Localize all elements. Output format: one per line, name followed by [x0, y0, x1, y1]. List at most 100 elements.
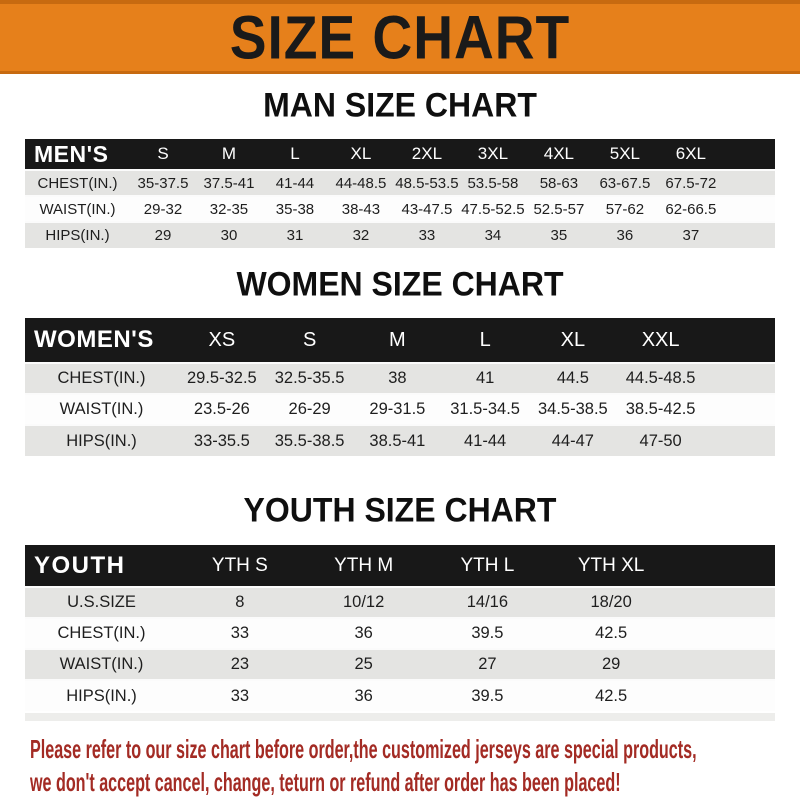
column-header: 4XL	[543, 144, 575, 163]
size-value: 48.5-53.5	[395, 174, 459, 192]
size-value: 38.5-42.5	[625, 400, 696, 418]
table-row: HIPS(IN.) 29 30 31 32 33 34 35 36 37	[25, 222, 775, 248]
youth-table-wrap: YOUTH YTH S YTH M YTH L YTH XL U.S.SIZE 8 10/12…	[25, 545, 775, 721]
spacer-cell	[724, 222, 775, 248]
size-value: 44-47	[551, 431, 594, 450]
size-value: 41-44	[464, 431, 507, 450]
column-header: YTH XL	[577, 554, 645, 576]
size-value: 44-48.5	[335, 174, 387, 192]
size-value: 33	[230, 624, 250, 642]
women-table-wrap: WOMEN'S XS S M L XL XXL CHEST(IN.) 29.5-32.5 32.5…	[25, 318, 775, 456]
size-value: 14/16	[466, 593, 509, 611]
spacer-cell	[724, 170, 775, 196]
size-value: 42.5	[595, 686, 628, 705]
spacer-cell	[673, 649, 775, 680]
size-chart-banner: SIZE CHART	[0, 0, 800, 74]
size-value: 37.5-41	[203, 174, 255, 192]
table-header-row: YOUTH YTH S YTH M YTH L YTH XL	[25, 545, 775, 587]
spacer-cell	[673, 545, 775, 587]
footer-disclaimer: Please refer to our size chart before or…	[0, 733, 800, 799]
spacer-cell	[673, 680, 775, 711]
size-value: 32	[352, 227, 370, 244]
size-value: 25	[354, 655, 373, 673]
row-label: U.S.SIZE	[67, 593, 136, 611]
table-row: WAIST(IN.) 23 25 27 29	[25, 649, 775, 680]
size-value: 29-31.5	[369, 400, 426, 418]
column-header: M	[221, 144, 237, 163]
size-value: 32-35	[209, 200, 249, 218]
column-header: 5XL	[609, 144, 640, 163]
women-section-heading: WOMEN SIZE CHART	[236, 264, 564, 304]
size-value: 27	[478, 655, 497, 673]
column-header: 6XL	[675, 144, 706, 163]
size-value: 31.5-34.5	[450, 400, 520, 418]
size-value: 41-44	[275, 174, 315, 192]
column-header: YTH M	[334, 554, 394, 576]
row-label: HIPS(IN.)	[45, 227, 110, 244]
men-table-wrap: MEN'S S M L XL 2XL 3XL 4XL 5XL 6XL CHEST(IN.) 35-37…	[25, 139, 775, 248]
size-value: 47.5-52.5	[461, 200, 525, 218]
spacer-cell	[673, 618, 775, 649]
size-value: 36	[354, 686, 373, 705]
size-value: 43-47.5	[401, 200, 453, 218]
spacer-cell	[724, 196, 775, 222]
table-header-label: MEN'S	[34, 140, 109, 167]
size-value: 63-67.5	[599, 174, 651, 192]
column-header: L	[479, 328, 491, 351]
size-value: 42.5	[595, 624, 628, 642]
size-value: 36	[354, 624, 373, 642]
spacer-cell	[724, 139, 775, 170]
size-value: 39.5	[471, 686, 504, 705]
spacer-cell	[705, 425, 776, 456]
youth-section-heading: YOUTH SIZE CHART	[243, 490, 557, 530]
size-value: 29	[154, 227, 172, 244]
spacer-cell	[705, 394, 776, 425]
men-size-table: MEN'S S M L XL 2XL 3XL 4XL 5XL 6XL CHEST(IN.) 35-37…	[25, 139, 775, 248]
size-value: 10/12	[342, 593, 385, 611]
size-value: 57-62	[605, 200, 645, 218]
column-header: XL	[560, 328, 586, 351]
size-value: 62-66.5	[665, 200, 717, 218]
table-row: CHEST(IN.) 29.5-32.5 32.5-35.5 38 41 44.5 44.5…	[25, 363, 775, 394]
size-value: 52.5-57	[533, 200, 585, 218]
column-header: M	[389, 328, 406, 351]
row-label: CHEST(IN.)	[57, 369, 146, 387]
size-value: 38-43	[341, 200, 381, 218]
size-value: 58-63	[539, 174, 579, 192]
section-youth: YOUTH SIZE CHART YOUTH YTH S YTH M YTH L YTH…	[0, 490, 800, 721]
section-women: WOMEN SIZE CHART WOMEN'S XS S M L XL XXL CHEST(…	[0, 264, 800, 456]
column-header: YTH S	[211, 554, 268, 576]
table-header-label: WOMEN'S	[34, 326, 154, 353]
table-row: U.S.SIZE 8 10/12 14/16 18/20	[25, 587, 775, 618]
size-value: 38.5-41	[369, 431, 426, 450]
banner-title: SIZE CHART	[229, 2, 571, 72]
row-label: HIPS(IN.)	[66, 686, 137, 705]
column-header: S	[302, 328, 317, 351]
size-value: 23.5-26	[193, 400, 250, 418]
footer-disclaimer-line1: Please refer to our size chart before or…	[30, 734, 697, 764]
row-label: HIPS(IN.)	[66, 431, 137, 450]
table-header-row: WOMEN'S XS S M L XL XXL	[25, 318, 775, 363]
size-value: 44.5	[556, 369, 589, 387]
size-value: 47-50	[639, 431, 682, 450]
size-value: 34	[484, 227, 502, 244]
size-value: 26-29	[288, 400, 331, 418]
youth-size-table: YOUTH YTH S YTH M YTH L YTH XL U.S.SIZE 8 10/12…	[25, 545, 775, 711]
table-row: WAIST(IN.) 29-32 32-35 35-38 38-43 43-47.5 47.…	[25, 196, 775, 222]
column-header: XL	[350, 144, 372, 163]
column-header: 3XL	[477, 144, 509, 163]
table-header-row: MEN'S S M L XL 2XL 3XL 4XL 5XL 6XL	[25, 139, 775, 170]
table-row: CHEST(IN.) 33 36 39.5 42.5	[25, 618, 775, 649]
spacer-cell	[705, 363, 776, 394]
youth-table-bottom-strip	[25, 713, 775, 721]
column-header: XS	[208, 328, 236, 351]
spacer-cell	[673, 587, 775, 618]
size-value: 39.5	[471, 624, 504, 642]
size-value: 35-37.5	[137, 174, 189, 192]
size-value: 34.5-38.5	[538, 400, 608, 418]
size-value: 44.5-48.5	[625, 369, 696, 387]
table-header-label: YOUTH	[34, 551, 126, 579]
size-value: 33	[230, 686, 250, 705]
size-value: 38	[388, 369, 407, 387]
size-value: 30	[220, 227, 238, 244]
